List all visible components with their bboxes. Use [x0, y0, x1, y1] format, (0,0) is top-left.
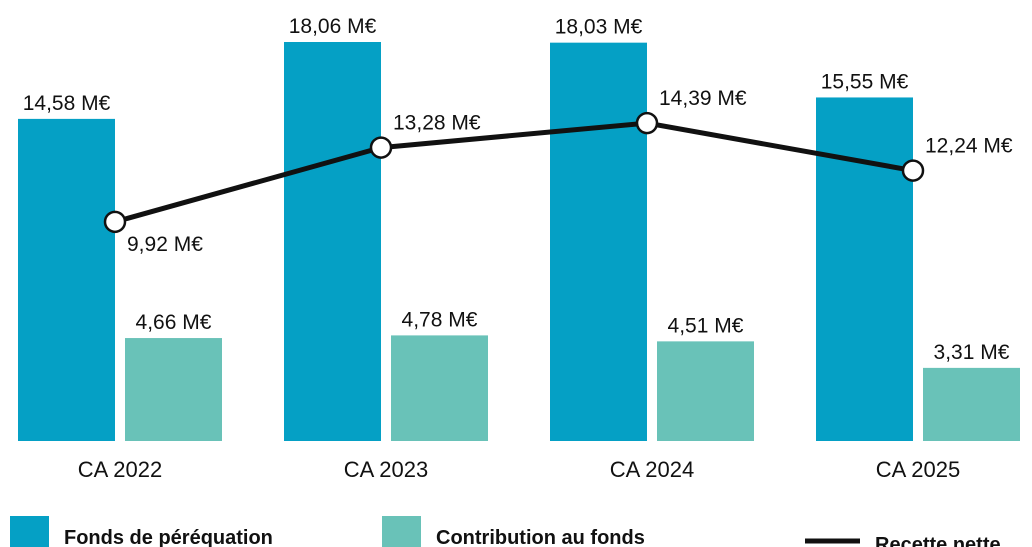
bar-value-label: 3,31 M€: [934, 341, 1010, 364]
x-tick-label: CA 2024: [610, 457, 694, 482]
line-marker: [901, 159, 925, 182]
x-tick-label: CA 2023: [344, 457, 428, 482]
line-marker: [369, 136, 393, 159]
line-value-label: 9,92 M€: [127, 233, 203, 256]
x-tick-label: CA 2025: [876, 457, 960, 482]
bar-value-label: 18,03 M€: [555, 16, 643, 39]
legend-swatch: [10, 516, 49, 547]
line-marker: [635, 111, 659, 135]
line-marker: [103, 210, 127, 234]
bar-value-label: 15,55 M€: [821, 70, 909, 93]
legend-label: Fonds de péréquation: [64, 527, 273, 547]
bar-value-label: 4,78 M€: [402, 308, 478, 331]
bar-value-label: 4,66 M€: [136, 311, 212, 334]
bar-value-label: 4,51 M€: [668, 314, 744, 337]
bar: [923, 367, 1020, 441]
bar: [125, 338, 222, 441]
x-tick-label: CA 2022: [78, 457, 162, 482]
bar: [816, 97, 913, 441]
bar-value-label: 18,06 M€: [289, 15, 377, 38]
line-value-label: 14,39 M€: [659, 87, 747, 110]
bar: [657, 341, 754, 441]
legend-label: Contribution au fonds: [436, 527, 645, 547]
bar: [284, 42, 381, 441]
line: [114, 120, 914, 225]
line-value-label: 12,24 M€: [925, 135, 1013, 158]
bar: [391, 335, 488, 441]
line-value-label: 13,28 M€: [393, 112, 481, 135]
legend-label: Recette nette: [875, 534, 1001, 547]
bar: [550, 42, 647, 442]
bar-value-label: 14,58 M€: [23, 92, 111, 115]
bar: [18, 118, 115, 441]
legend-swatch: [382, 516, 421, 547]
